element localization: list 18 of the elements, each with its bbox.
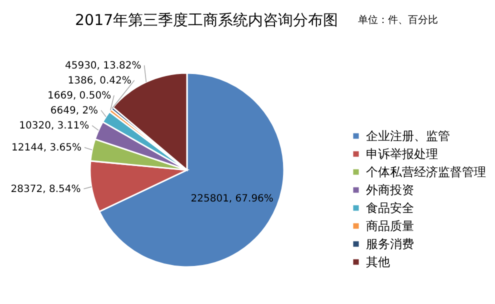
- legend-label: 服务消费: [366, 237, 414, 251]
- legend-label: 个体私营经济监督管理: [366, 165, 486, 179]
- legend-label: 外商投资: [366, 183, 414, 197]
- chart-subtitle: 单位：件、百分比: [358, 14, 438, 26]
- legend-label: 商品质量: [366, 219, 414, 233]
- data-label: 28372, 8.54%: [10, 184, 81, 195]
- data-label: 45930, 13.82%: [64, 60, 142, 72]
- data-label: 12144, 3.65%: [12, 142, 82, 154]
- legend-label: 食品安全: [366, 201, 414, 215]
- legend-label: 申诉举报处理: [366, 147, 438, 161]
- chart-title: 2017年第三季度工商系统内咨询分布图: [75, 11, 338, 29]
- data-label: 1669, 0.50%: [47, 90, 112, 102]
- legend-label: 其他: [366, 255, 390, 269]
- data-label: 225801, 67.96%: [190, 194, 274, 205]
- data-label: 1386, 0.42%: [68, 75, 132, 86]
- legend-label: 企业注册、监管: [366, 129, 450, 143]
- data-label: 10320, 3.11%: [19, 120, 90, 132]
- data-label: 6649, 2%: [50, 105, 98, 116]
